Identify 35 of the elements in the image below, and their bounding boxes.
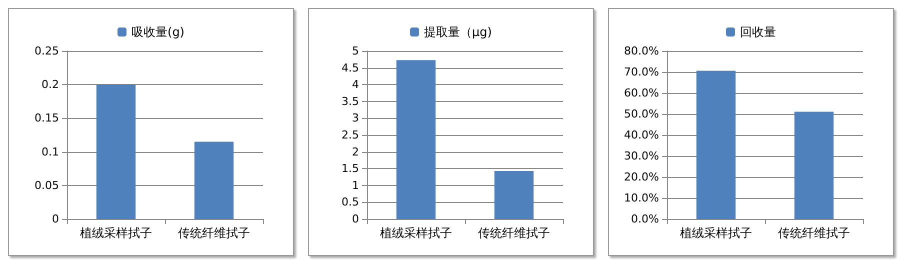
y-tick-label: 30.0% <box>624 150 659 162</box>
legend-label: 吸收量(g) <box>132 25 184 39</box>
legend-label: 回收量 <box>740 25 776 39</box>
y-tick-label: 0.25 <box>34 44 59 58</box>
y-tick-label: 70.0% <box>624 66 659 78</box>
y-tick-label: 50.0% <box>624 108 659 120</box>
y-tick-label: 0.0% <box>631 212 659 226</box>
y-tick-label: 2.5 <box>342 128 359 142</box>
y-tick-label: 0 <box>52 212 59 226</box>
y-tick-label: 0 <box>352 212 359 226</box>
y-tick-label: 20.0% <box>624 170 659 184</box>
y-tick-label: 1.5 <box>342 162 359 176</box>
y-tick-label: 3.5 <box>342 94 359 108</box>
y-tick-label: 0.05 <box>34 178 59 192</box>
y-tick-label: 10.0% <box>624 192 659 204</box>
legend-label: 提取量（μg) <box>424 25 492 39</box>
x-tick-label: 植绒采样拭子 <box>680 226 752 240</box>
y-tick-label: 0.1 <box>42 145 59 158</box>
y-tick-label: 0.5 <box>342 196 359 209</box>
y-tick-label: 4.5 <box>342 61 359 74</box>
y-tick-label: 0.15 <box>34 112 59 125</box>
x-tick-label: 传统纤维拭子 <box>778 226 850 240</box>
y-tick-label: 3 <box>352 112 359 125</box>
y-tick-label: 5 <box>352 44 359 58</box>
y-tick-label: 2 <box>352 145 359 158</box>
y-tick-label: 40.0% <box>624 128 659 142</box>
x-tick-label: 植绒采样拭子 <box>380 226 452 240</box>
y-tick-label: 80.0% <box>624 44 659 58</box>
y-tick-label: 4 <box>352 78 359 92</box>
x-tick-label: 传统纤维拭子 <box>478 226 550 240</box>
x-tick-label: 植绒采样拭子 <box>80 226 152 240</box>
x-tick-label: 传统纤维拭子 <box>178 226 250 240</box>
y-tick-label: 1 <box>352 178 359 192</box>
y-tick-label: 0.2 <box>42 78 59 92</box>
y-tick-label: 60.0% <box>624 86 659 100</box>
